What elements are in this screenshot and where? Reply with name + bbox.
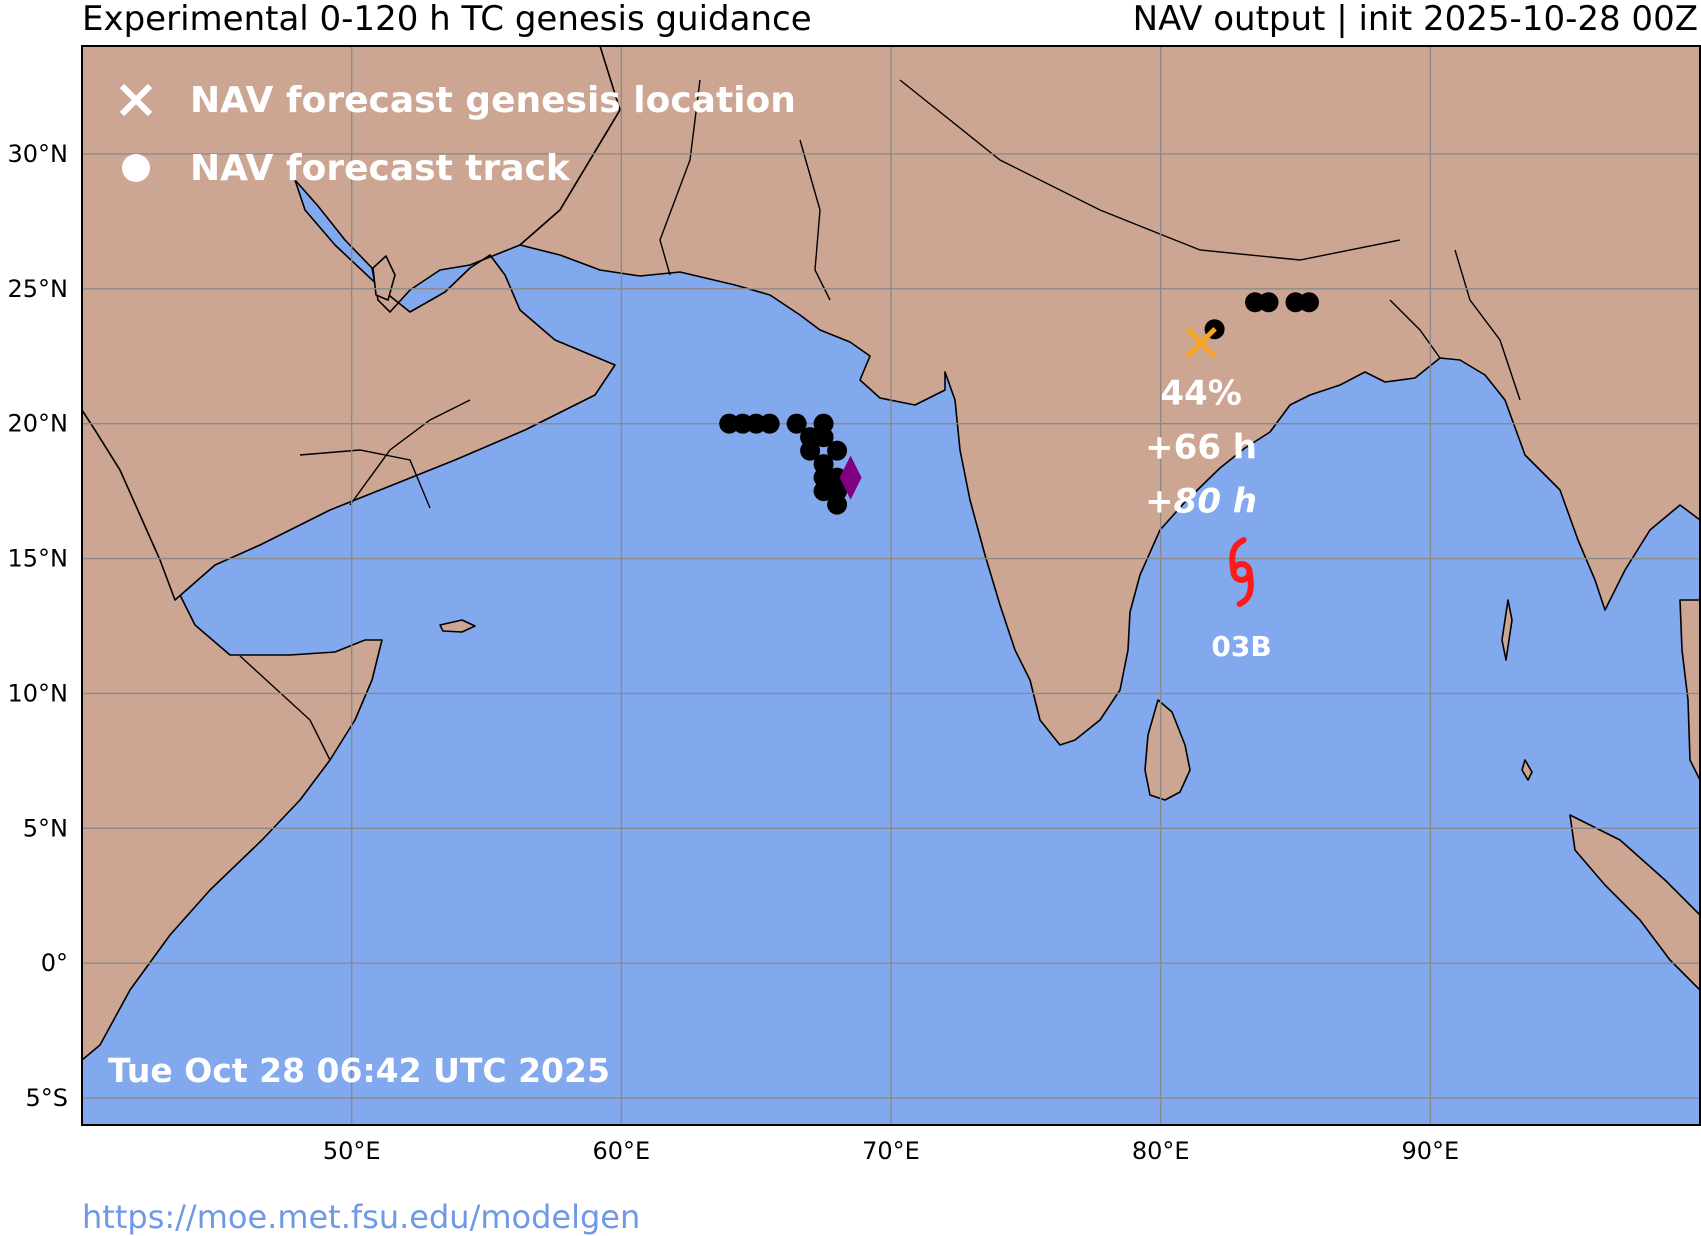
arabian-sea-track	[719, 413, 848, 515]
lat-tick-label: 10°N	[8, 679, 69, 707]
genesis-probability: 44%	[1160, 374, 1241, 414]
legend-dot-icon	[122, 154, 150, 182]
lat-tick-label: 20°N	[8, 410, 69, 438]
legend-x-icon	[119, 83, 153, 117]
bay-of-bengal-track	[1204, 292, 1319, 340]
lat-tick-label: 25°N	[8, 275, 69, 303]
longitude-tick-labels: 50°E 60°E 70°E 80°E 90°E	[323, 1137, 1459, 1165]
sumatra-landmass	[1569, 814, 1700, 991]
track-point	[800, 440, 821, 461]
genesis-lead-time-alt: +80 h	[1145, 482, 1257, 522]
track-point	[813, 427, 834, 448]
gridlines	[82, 46, 1700, 1125]
source-url-link[interactable]: https://moe.met.fsu.edu/modelgen	[82, 1198, 640, 1236]
track-point	[759, 413, 780, 434]
lat-tick-label: 30°N	[8, 140, 69, 168]
latitude-tick-labels: 30°N 25°N 20°N 15°N 10°N 5°N 0° 5°S	[8, 140, 69, 1112]
map-panel[interactable]: 44% +66 h +80 h 03B NAV forecast genesis…	[82, 46, 1700, 1125]
country-boundaries	[239, 79, 1521, 761]
legend: NAV forecast genesis location NAV foreca…	[119, 80, 796, 189]
genesis-x-icon	[1185, 326, 1217, 359]
nicobar-islands	[1521, 759, 1533, 781]
lat-tick-label: 5°S	[25, 1084, 68, 1112]
right-title: NAV output | init 2025-10-28 00Z	[1133, 0, 1698, 39]
lat-tick-label: 0°	[41, 949, 68, 977]
track-point	[786, 413, 807, 434]
left-title: Experimental 0-120 h TC genesis guidance	[82, 0, 812, 39]
socotra-island	[439, 619, 476, 633]
sri-lanka-landmass	[1144, 699, 1191, 801]
legend-track-label: NAV forecast track	[190, 148, 571, 189]
current-storm-position-marker	[839, 455, 862, 500]
timestamp: Tue Oct 28 06:42 UTC 2025	[108, 1051, 610, 1090]
lon-tick-label: 80°E	[1132, 1137, 1190, 1165]
legend-genesis-label: NAV forecast genesis location	[190, 80, 796, 121]
tropical-cyclone-icon	[1229, 537, 1254, 608]
lon-tick-label: 50°E	[323, 1137, 381, 1165]
malay-landmass	[1679, 599, 1700, 781]
andaman-islands	[1501, 599, 1513, 661]
map-frame	[81, 45, 1701, 1126]
south-asia-landmass	[519, 46, 1700, 746]
track-point	[827, 440, 848, 461]
lon-tick-label: 70°E	[862, 1137, 920, 1165]
track-point	[827, 494, 848, 515]
lon-tick-label: 60°E	[592, 1137, 650, 1165]
track-point	[1298, 292, 1319, 313]
lat-tick-label: 5°N	[23, 814, 68, 842]
genesis-lead-time: +66 h	[1145, 428, 1257, 468]
track-point	[1258, 292, 1279, 313]
lon-tick-label: 90°E	[1401, 1137, 1459, 1165]
storm-name-label: 03B	[1211, 630, 1271, 663]
lat-tick-label: 15°N	[8, 545, 69, 573]
